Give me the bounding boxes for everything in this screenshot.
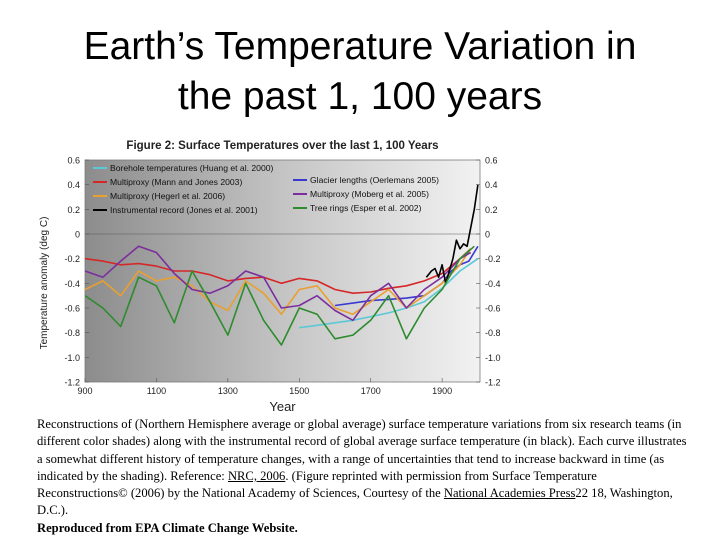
legend-label: Glacier lengths (Oerlemans 2005) bbox=[310, 175, 439, 185]
legend-label: Instrumental record (Jones et al. 2001) bbox=[110, 205, 258, 215]
x-tick-label: 1900 bbox=[432, 386, 452, 396]
series-line bbox=[85, 248, 472, 315]
national-academies-press-link[interactable]: National Academies Press bbox=[443, 486, 576, 501]
x-tick-label: 900 bbox=[77, 386, 92, 396]
y-tick-label-right: -0.8 bbox=[485, 328, 501, 338]
figure-caption: Reconstructions of (Northern Hemisphere … bbox=[37, 416, 687, 537]
y-tick-label-left: -0.2 bbox=[64, 254, 80, 264]
x-tick-label: 1100 bbox=[147, 386, 166, 396]
legend-label: Multiproxy (Mann and Jones 2003) bbox=[110, 177, 242, 187]
series-line bbox=[425, 184, 479, 285]
x-tick-label: 1700 bbox=[361, 386, 381, 396]
y-tick-label-right: -1.2 bbox=[485, 378, 501, 388]
y-tick-label-left: -0.6 bbox=[64, 304, 80, 314]
y-tick-label-right: 0.6 bbox=[485, 156, 498, 166]
y-tick-label-left: -0.8 bbox=[64, 328, 80, 338]
y-tick-label-left: -0.4 bbox=[64, 279, 80, 289]
y-tick-label-left: -1.2 bbox=[64, 378, 80, 388]
series-group bbox=[85, 184, 479, 346]
caption-text-3: 22 bbox=[575, 486, 592, 501]
y-tick-label-right: 0.2 bbox=[485, 205, 498, 215]
series-line bbox=[85, 248, 472, 294]
y-axis-label: Temperature anomaly (deg C) bbox=[39, 217, 50, 350]
y-tick-label-right: 0 bbox=[485, 230, 490, 240]
series-line bbox=[85, 245, 472, 322]
y-tick-label-left: -1.0 bbox=[64, 353, 80, 363]
series-line bbox=[299, 258, 479, 329]
source-credit: Reproduced from EPA Climate Change Websi… bbox=[37, 520, 298, 535]
x-tick-label: 1300 bbox=[218, 386, 238, 396]
legend-label: Borehole temperatures (Huang et al. 2000… bbox=[110, 163, 274, 173]
chart-title: Figure 2: Surface Temperatures over the … bbox=[126, 140, 438, 152]
plot-area bbox=[84, 159, 481, 383]
caption-text-4: 18, Washington, D.C.). bbox=[37, 486, 673, 518]
x-axis-label: Year bbox=[269, 399, 296, 414]
y-tick-label-right: -0.4 bbox=[485, 279, 501, 289]
y-tick-label-right: -0.6 bbox=[485, 304, 501, 314]
y-tick-label-left: 0 bbox=[75, 230, 80, 240]
y-tick-label-left: 0.6 bbox=[67, 156, 80, 166]
nrc-2006-link[interactable]: NRC, 2006 bbox=[227, 468, 286, 483]
caption-text-1: Reconstructions of (Northern Hemisphere … bbox=[37, 417, 687, 483]
x-tick-label: 1500 bbox=[289, 386, 309, 396]
y-tick-label-right: -1.0 bbox=[485, 353, 501, 363]
series-line bbox=[85, 245, 475, 346]
slide-title-line-1: Earth’s Temperature Variation in bbox=[83, 25, 637, 68]
y-tick-label-left: 0.4 bbox=[67, 180, 80, 190]
slide-title: Earth’s Temperature Variation in the pas… bbox=[0, 22, 720, 122]
y-tick-label-right: -0.2 bbox=[485, 254, 501, 264]
y-tick-label-left: 0.2 bbox=[67, 205, 80, 215]
legend-label: Multiproxy (Moberg et al. 2005) bbox=[310, 189, 429, 199]
legend-label: Tree rings (Esper et al. 2002) bbox=[310, 203, 422, 213]
y-tick-label-right: 0.4 bbox=[485, 180, 498, 190]
caption-text-2: . (Figure reprinted with permission from… bbox=[37, 468, 597, 501]
legend-label: Multiproxy (Hegerl et al. 2006) bbox=[110, 191, 225, 201]
temperature-chart: Figure 2: Surface Temperatures over the … bbox=[39, 140, 501, 414]
slide-title-line-2: the past 1, 100 years bbox=[177, 75, 543, 118]
